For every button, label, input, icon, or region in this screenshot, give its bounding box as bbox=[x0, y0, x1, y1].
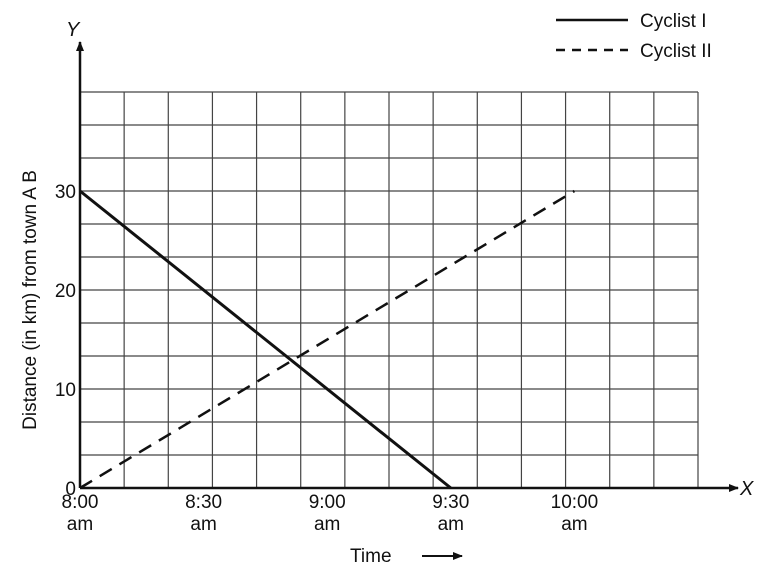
y-tick-labels: 0 10 20 30 bbox=[55, 182, 76, 500]
x-tick-label: 9:00 bbox=[309, 492, 346, 513]
y-axis-label: Distance (in km) from town A B bbox=[20, 170, 41, 430]
x-tick-label-period: am bbox=[67, 514, 93, 535]
x-tick-label-period: am bbox=[438, 514, 464, 535]
x-tick-label: 8:00 bbox=[62, 492, 99, 513]
grid bbox=[79, 91, 699, 489]
x-axis-label: Time bbox=[350, 546, 392, 567]
x-axis-title: Time bbox=[350, 546, 463, 567]
x-tick-label-period: am bbox=[190, 514, 216, 535]
x-axis-letter: X bbox=[739, 478, 754, 500]
series-line-cyclist-ii bbox=[79, 189, 576, 490]
y-axis-letter: Y bbox=[66, 19, 81, 41]
x-tick-label: 10:00 bbox=[551, 492, 599, 513]
legend-label: Cyclist I bbox=[640, 11, 707, 32]
y-tick-label: 20 bbox=[55, 281, 76, 302]
legend-label: Cyclist II bbox=[640, 41, 712, 62]
y-tick-label: 10 bbox=[55, 380, 76, 401]
y-tick-label: 30 bbox=[55, 182, 76, 203]
y-tick-label: 0 bbox=[65, 479, 76, 500]
x-tick-label-period: am bbox=[561, 514, 587, 535]
series-lines bbox=[79, 189, 576, 490]
x-tick-label: 8:30 bbox=[185, 492, 222, 513]
x-tick-label: 9:30 bbox=[432, 492, 469, 513]
legend: Cyclist I Cyclist II bbox=[556, 11, 712, 62]
series-line-cyclist-i bbox=[79, 189, 452, 490]
x-tick-label-period: am bbox=[314, 514, 340, 535]
